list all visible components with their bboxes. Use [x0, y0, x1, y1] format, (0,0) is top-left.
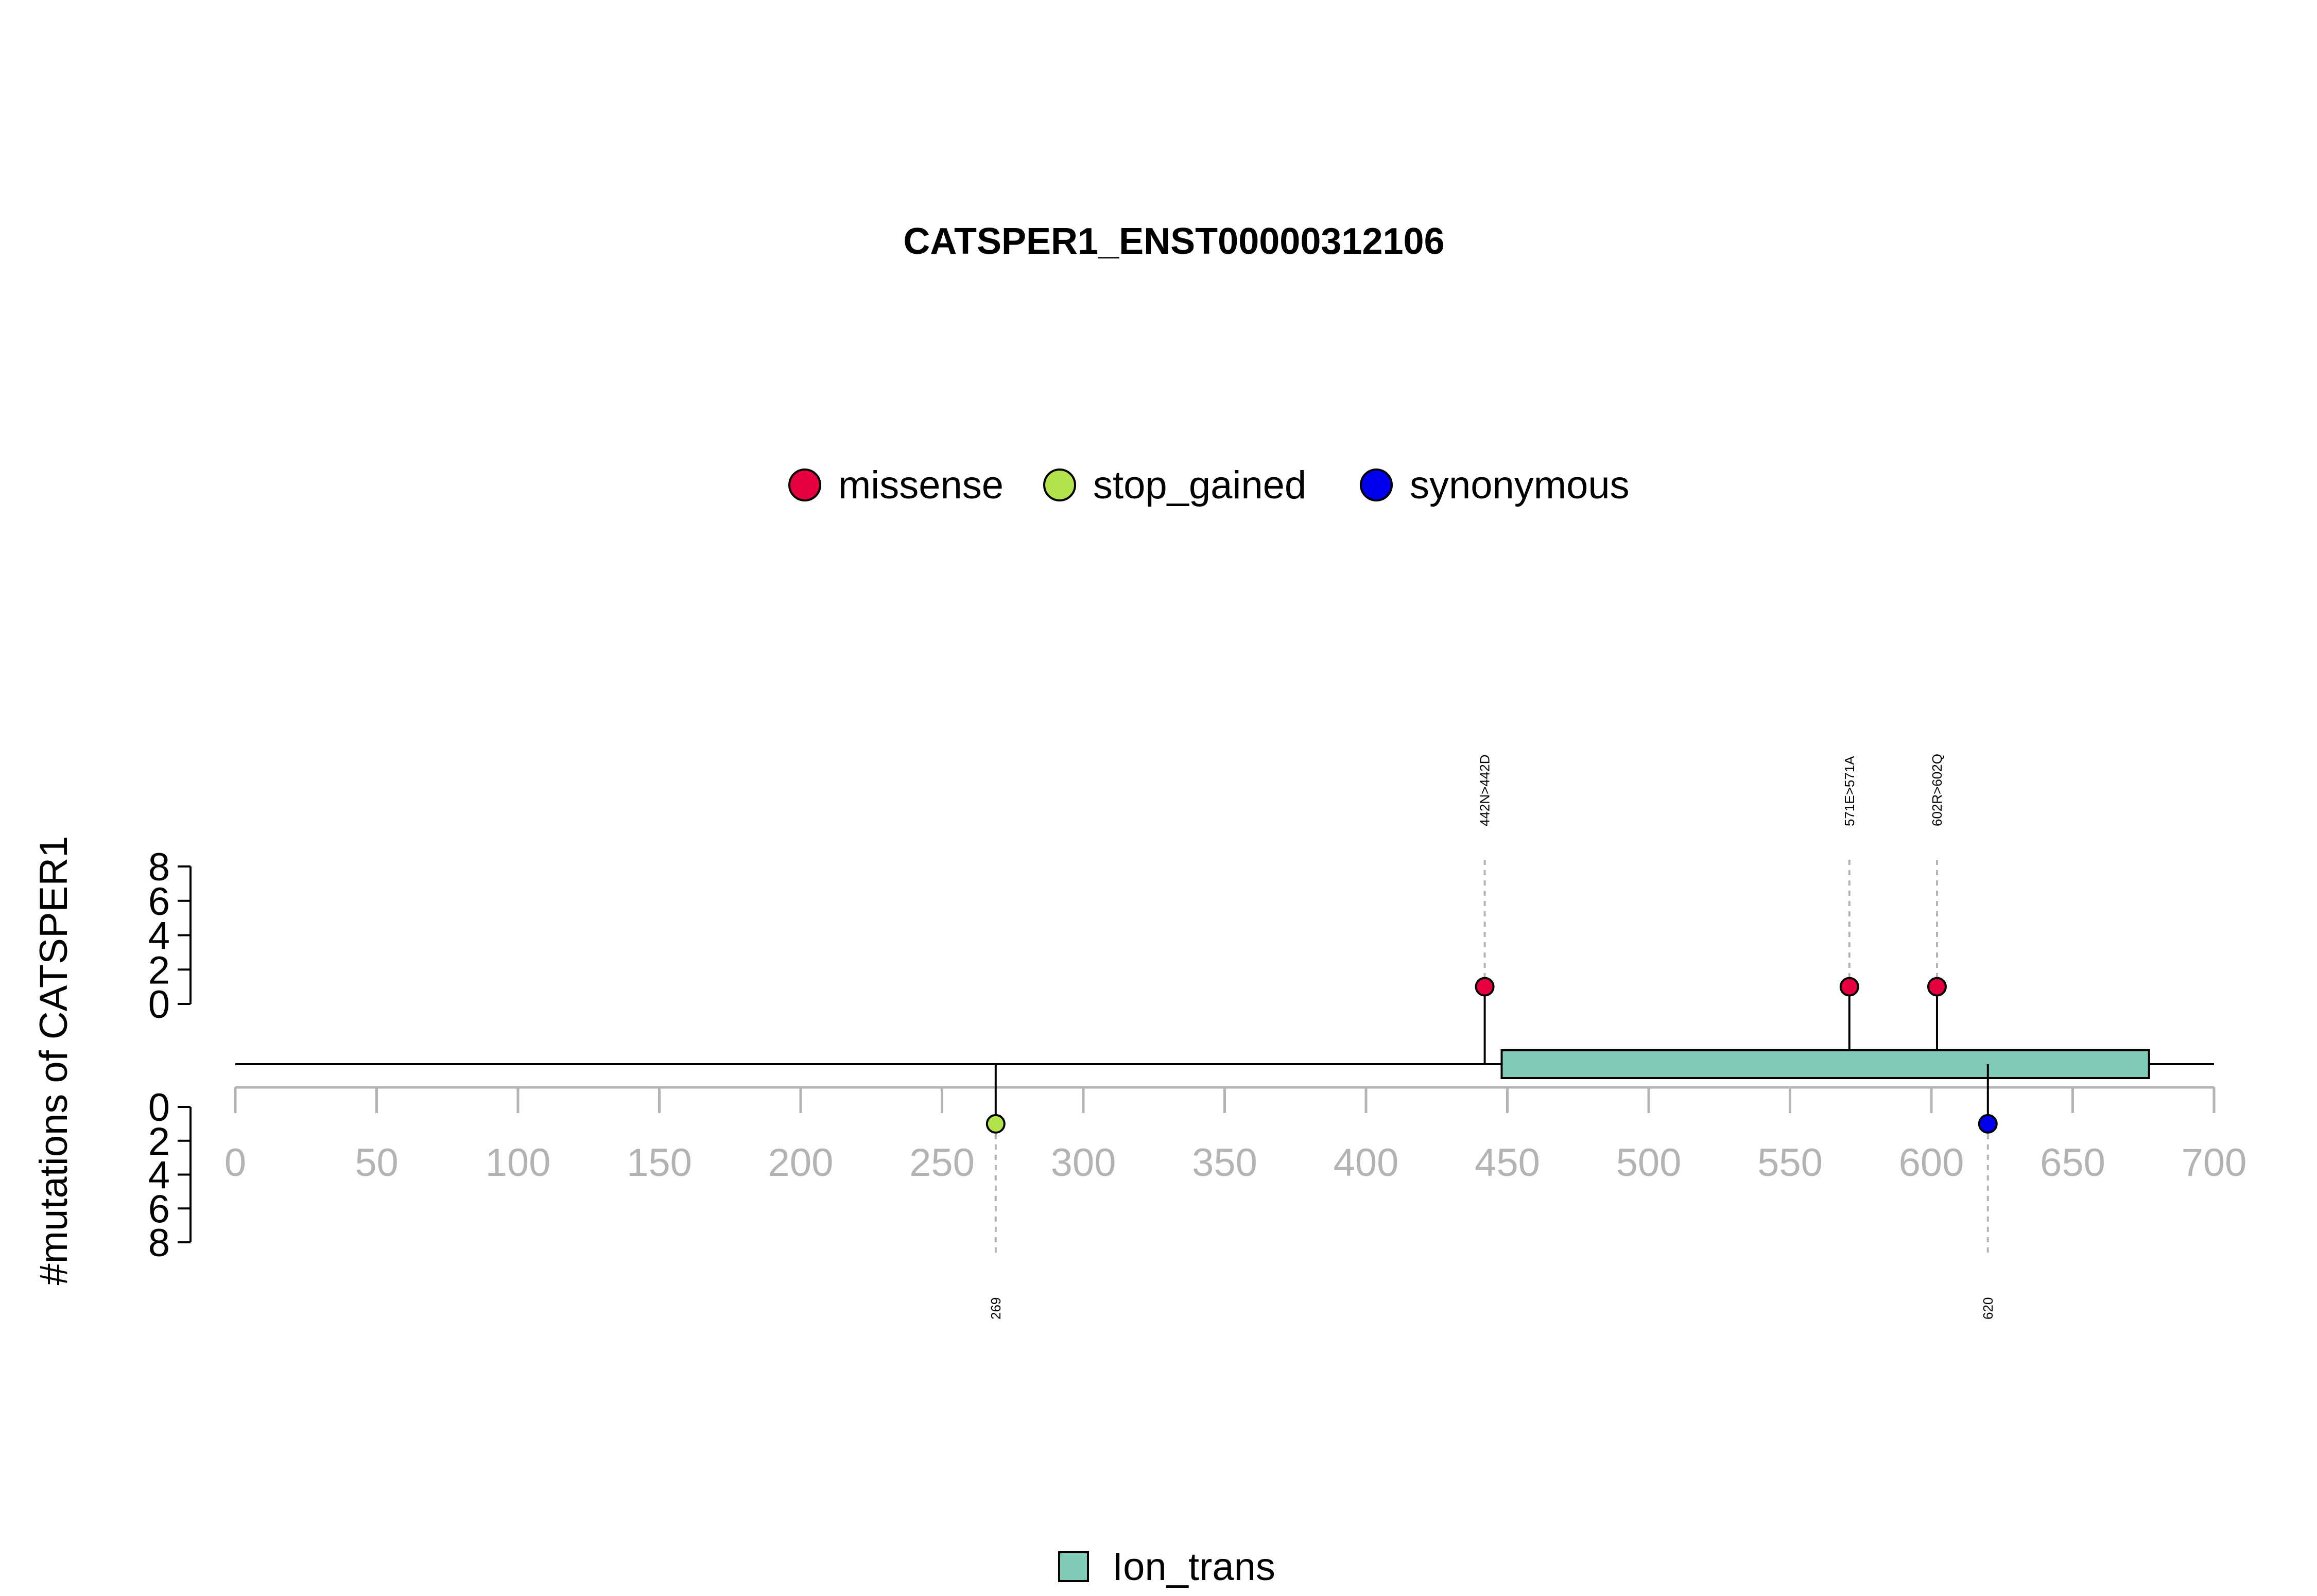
mutation-point: [1927, 977, 1947, 997]
mutation-point: [1475, 977, 1495, 997]
x-tick-label: 600: [1899, 1141, 1964, 1185]
legend-label-stop_gained: stop_gained: [1093, 463, 1306, 507]
chart-title: CATSPER1_ENST00000312106: [903, 221, 1444, 262]
mutation-label: 269: [988, 1297, 1004, 1320]
legend-marker-stop_gained: [1043, 469, 1076, 501]
x-tick-label: 550: [1757, 1141, 1823, 1185]
x-tick-label: 650: [2040, 1141, 2105, 1185]
legend-label-missense: missense: [838, 463, 1004, 507]
legend-marker-missense: [788, 469, 821, 501]
x-tick-label: 700: [2182, 1141, 2247, 1185]
y-tick-label-top: 6: [148, 880, 170, 924]
mutation-label: 620: [1980, 1297, 1996, 1320]
legend: missense stop_gained synonymous: [788, 463, 1630, 507]
domain-legend-label: Ion_trans: [1112, 1545, 1275, 1589]
mutation-label: 442N>442D: [1477, 755, 1493, 827]
x-tick-label: 150: [627, 1141, 692, 1185]
mutation-point: [985, 1114, 1006, 1134]
y-tick-label-bottom: 0: [148, 1086, 170, 1130]
domain-legend-swatch: [1058, 1551, 1089, 1582]
x-tick-label: 500: [1616, 1141, 1682, 1185]
y-tick-label-top: 4: [148, 914, 170, 958]
y-tick-label-top: 8: [148, 845, 170, 889]
x-tick-label: 0: [224, 1141, 246, 1185]
mutation-point: [1839, 977, 1859, 997]
legend-label-synonymous: synonymous: [1410, 463, 1630, 507]
y-tick-label-bottom: 2: [148, 1120, 170, 1164]
x-tick-label: 350: [1192, 1141, 1257, 1185]
y-tick-label-bottom: 8: [148, 1221, 170, 1265]
x-tick-label: 450: [1475, 1141, 1540, 1185]
domain-legend: Ion_trans: [1058, 1545, 1275, 1589]
domain-Ion_trans: [1500, 1049, 2150, 1079]
x-tick-label: 100: [486, 1141, 551, 1185]
y-axis-label: #mutations of CATSPER1: [32, 836, 76, 1286]
y-tick-label-top: 2: [148, 948, 170, 992]
legend-marker-synonymous: [1360, 469, 1393, 501]
y-tick-label-bottom: 4: [148, 1154, 170, 1198]
mutation-point: [1978, 1114, 1998, 1134]
y-tick-label-bottom: 6: [148, 1187, 170, 1231]
x-tick-label: 300: [1051, 1141, 1116, 1185]
mutation-label: 571E>571A: [1842, 756, 1857, 826]
y-tick-label-top: 0: [148, 983, 170, 1027]
x-tick-label: 400: [1334, 1141, 1399, 1185]
x-tick-label: 250: [909, 1141, 975, 1185]
x-tick-label: 200: [768, 1141, 834, 1185]
x-tick-label: 50: [355, 1141, 399, 1185]
mutation-label: 602R>602Q: [1929, 754, 1945, 826]
